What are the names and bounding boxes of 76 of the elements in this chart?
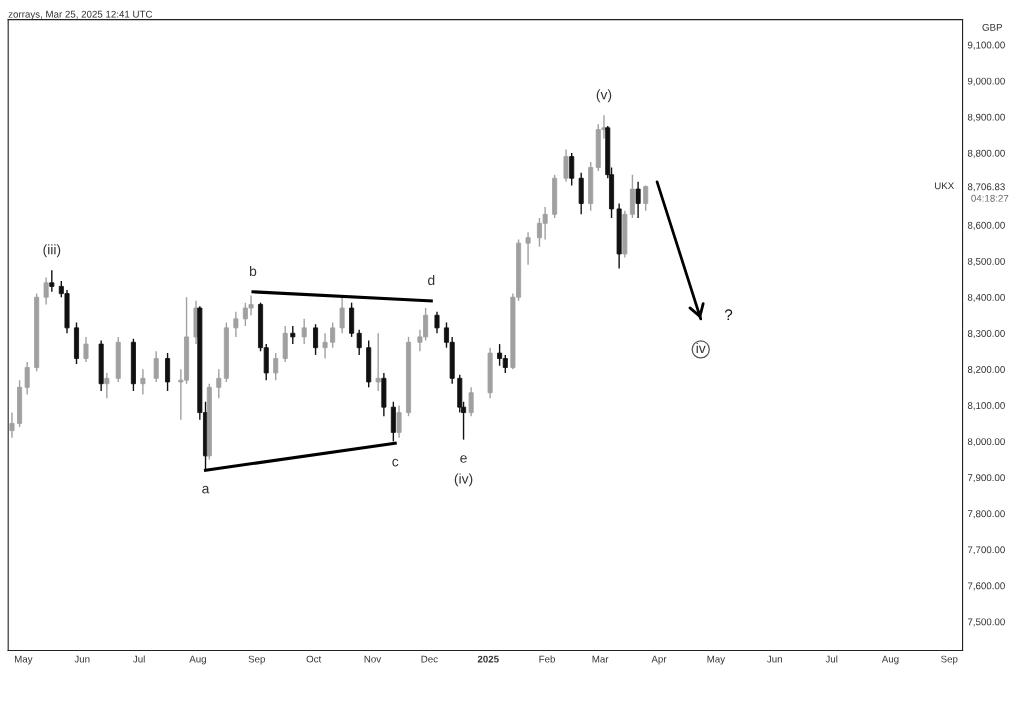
annotation: iv [696, 342, 706, 353]
y-tick-label: 8,600.00 [967, 221, 1005, 230]
x-tick-label: Jun [767, 655, 782, 663]
candlestick [140, 368, 146, 396]
x-tick-label: Jul [825, 655, 838, 663]
candlestick [643, 184, 649, 212]
annotation: ? [724, 309, 733, 321]
candlestick [301, 318, 307, 345]
y-tick-label: 8,200.00 [967, 366, 1005, 375]
candlestick [43, 276, 49, 306]
y-tick-label: 7,800.00 [967, 510, 1005, 519]
annotation: (v) [596, 89, 612, 103]
candlestick [233, 310, 239, 338]
x-tick-label: Aug [189, 655, 206, 665]
x-tick-label: Nov [364, 655, 382, 663]
x-tick-label: Sep [941, 655, 958, 665]
candlestick [153, 350, 159, 383]
y-tick-label: 9,100.00 [967, 41, 1005, 50]
candlestick [273, 352, 279, 381]
annotation: c [392, 458, 399, 467]
y-tick-label: 9,000.00 [967, 77, 1005, 86]
y-tick-label: 8,900.00 [967, 113, 1005, 122]
annotation: UKX [934, 182, 955, 190]
annotation: a [202, 485, 210, 494]
candlestick [313, 323, 319, 356]
annotation: e [460, 455, 467, 463]
x-tick-label: Aug [881, 655, 899, 665]
candlestick [434, 310, 440, 334]
candlestick [635, 181, 641, 219]
annotation: d [428, 274, 435, 286]
y-axis-title: GBP [982, 23, 1003, 31]
candlestick [49, 269, 55, 293]
y-tick-label: 8,400.00 [967, 293, 1005, 302]
candlestick [24, 361, 30, 396]
y-tick-label: 8,000.00 [967, 438, 1005, 447]
y-tick-label: 7,500.00 [967, 618, 1005, 627]
y-tick-label: 8,300.00 [967, 330, 1005, 339]
candlestick [563, 148, 569, 183]
x-tick-label: May [707, 655, 726, 665]
y-tick-label: 8,800.00 [967, 149, 1005, 158]
candlestick [165, 352, 171, 392]
y-tick-label: 7,900.00 [967, 474, 1005, 483]
annotation: (iii) [43, 244, 61, 258]
x-tick-label: Mar [592, 655, 609, 663]
x-tick-label: 2025 [477, 655, 499, 663]
candlestick [356, 328, 362, 356]
x-tick-label: May [14, 655, 33, 665]
candlestick [83, 336, 89, 363]
x-tick-label: Jul [133, 655, 145, 663]
y-tick-label: 7,600.00 [967, 582, 1005, 591]
x-tick-label: Sep [248, 655, 265, 665]
x-tick-label: Apr [651, 655, 667, 665]
x-tick-label: Feb [539, 655, 556, 663]
annotation: (iv) [454, 473, 473, 487]
candlestick [525, 231, 531, 266]
candlestick [569, 152, 575, 187]
y-tick-label: 8,100.00 [967, 402, 1005, 411]
candlestick [375, 332, 381, 392]
x-tick-label: Dec [421, 655, 438, 663]
candlestick [330, 321, 336, 349]
y-tick-label: 8,500.00 [967, 257, 1005, 266]
candlestick [322, 332, 328, 360]
candlestick [216, 368, 222, 399]
x-tick-label: Oct [306, 655, 322, 663]
candlestick [396, 404, 402, 439]
y-tick-label: 8,706.83 [967, 183, 1005, 192]
candlestick [468, 386, 474, 417]
candlestick [104, 372, 110, 399]
x-tick-label: Jun [74, 655, 90, 663]
candlestick [9, 411, 15, 439]
candlestick [339, 296, 345, 334]
chart-title: zorrays, Mar 25, 2025 12:41 UTC [8, 10, 153, 20]
annotation: b [249, 265, 257, 277]
candlestick [290, 325, 296, 345]
y-tick-label: 7,700.00 [967, 546, 1005, 555]
text: 04:18:27 [971, 194, 1009, 202]
